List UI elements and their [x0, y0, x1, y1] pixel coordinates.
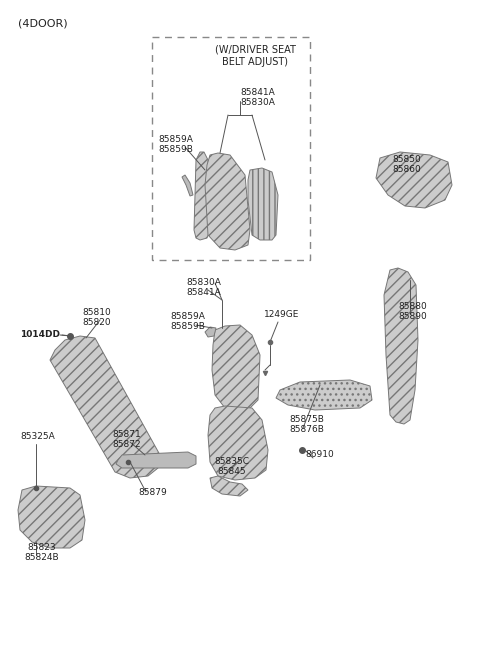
- Text: 86910: 86910: [305, 450, 334, 459]
- Polygon shape: [116, 452, 196, 468]
- Polygon shape: [212, 325, 260, 410]
- Text: 85859A
85859B: 85859A 85859B: [170, 312, 205, 331]
- Text: 85871
85872: 85871 85872: [112, 430, 141, 449]
- Text: 85850
85860: 85850 85860: [392, 155, 421, 174]
- Polygon shape: [276, 380, 372, 410]
- Text: 1249GE: 1249GE: [264, 310, 300, 319]
- Text: 85875B
85876B: 85875B 85876B: [289, 415, 324, 434]
- Text: (W/DRIVER SEAT
BELT ADJUST): (W/DRIVER SEAT BELT ADJUST): [215, 45, 295, 67]
- Text: 85841A
85830A: 85841A 85830A: [240, 88, 276, 107]
- Text: 85325A: 85325A: [20, 432, 55, 441]
- Polygon shape: [205, 153, 250, 250]
- Polygon shape: [210, 476, 248, 496]
- Polygon shape: [384, 268, 418, 424]
- Polygon shape: [50, 336, 160, 478]
- Polygon shape: [208, 406, 268, 480]
- Text: 85880
85890: 85880 85890: [398, 302, 427, 322]
- Polygon shape: [18, 486, 85, 548]
- Text: 85810
85820: 85810 85820: [82, 308, 111, 328]
- Text: 85879: 85879: [138, 488, 167, 497]
- Text: 85835C
85845: 85835C 85845: [214, 457, 249, 476]
- Text: 85859A
85859B: 85859A 85859B: [158, 135, 193, 155]
- Text: 85823
85824B: 85823 85824B: [24, 543, 59, 563]
- Text: 85830A
85841A: 85830A 85841A: [186, 278, 221, 297]
- Polygon shape: [248, 168, 278, 240]
- Polygon shape: [182, 175, 193, 196]
- Polygon shape: [376, 152, 452, 208]
- Polygon shape: [205, 327, 216, 337]
- Polygon shape: [194, 152, 210, 240]
- Text: 1014DD: 1014DD: [20, 330, 60, 339]
- Text: (4DOOR): (4DOOR): [18, 18, 68, 28]
